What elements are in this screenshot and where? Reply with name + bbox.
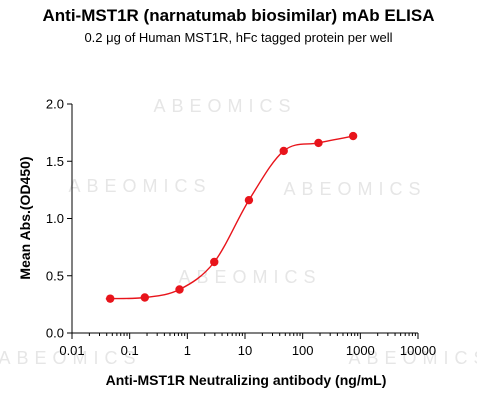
x-tick-label: 1 [184,343,191,358]
watermark-text: ABEOMICS [0,348,142,368]
chart-title: Anti-MST1R (narnatumab biosimilar) mAb E… [42,6,435,25]
y-tick-label: 1.5 [46,154,64,169]
y-tick-label: 1.0 [46,211,64,226]
data-point [244,195,254,205]
axes: 0.0 0.5 1.0 1.5 2.0 0.01 0.1 1 10 100 1000 10000 [46,97,436,359]
x-tick-label: 100 [292,343,314,358]
data-points-layer [106,131,358,303]
y-tick-label: 0.5 [46,268,64,283]
watermark-text: ABEOMICS [348,348,477,368]
data-point [140,293,150,302]
x-tick-label: 0.1 [121,343,139,358]
chart-subtitle: 0.2 μg of Human MST1R, hFc tagged protei… [84,30,393,45]
data-point [175,285,184,294]
x-tick-label: 10 [238,343,252,358]
watermark-text: ABEOMICS [153,96,296,116]
y-axis-title: Mean Abs.(OD450) [17,156,33,279]
x-tick-label: 1000 [346,343,375,358]
x-axis-title: Anti-MST1R Neutralizing antibody (ng/mL) [106,372,387,388]
watermark-text: ABEOMICS [68,176,211,196]
x-tick-label: 10000 [400,343,436,358]
data-point [314,138,323,148]
data-point [210,257,219,267]
data-point [106,294,115,303]
watermark-text: ABEOMICS [283,179,426,199]
y-tick-label: 0.0 [46,326,64,341]
data-point [279,146,288,156]
watermark-text: ABEOMICS [178,267,321,287]
x-tick-label: 0.01 [59,343,84,358]
y-tick-label: 2.0 [46,97,64,112]
data-point [348,131,358,141]
watermark-layer: ABEOMICS ABEOMICS ABEOMICS ABEOMICS ABEOMICS… [0,96,477,368]
